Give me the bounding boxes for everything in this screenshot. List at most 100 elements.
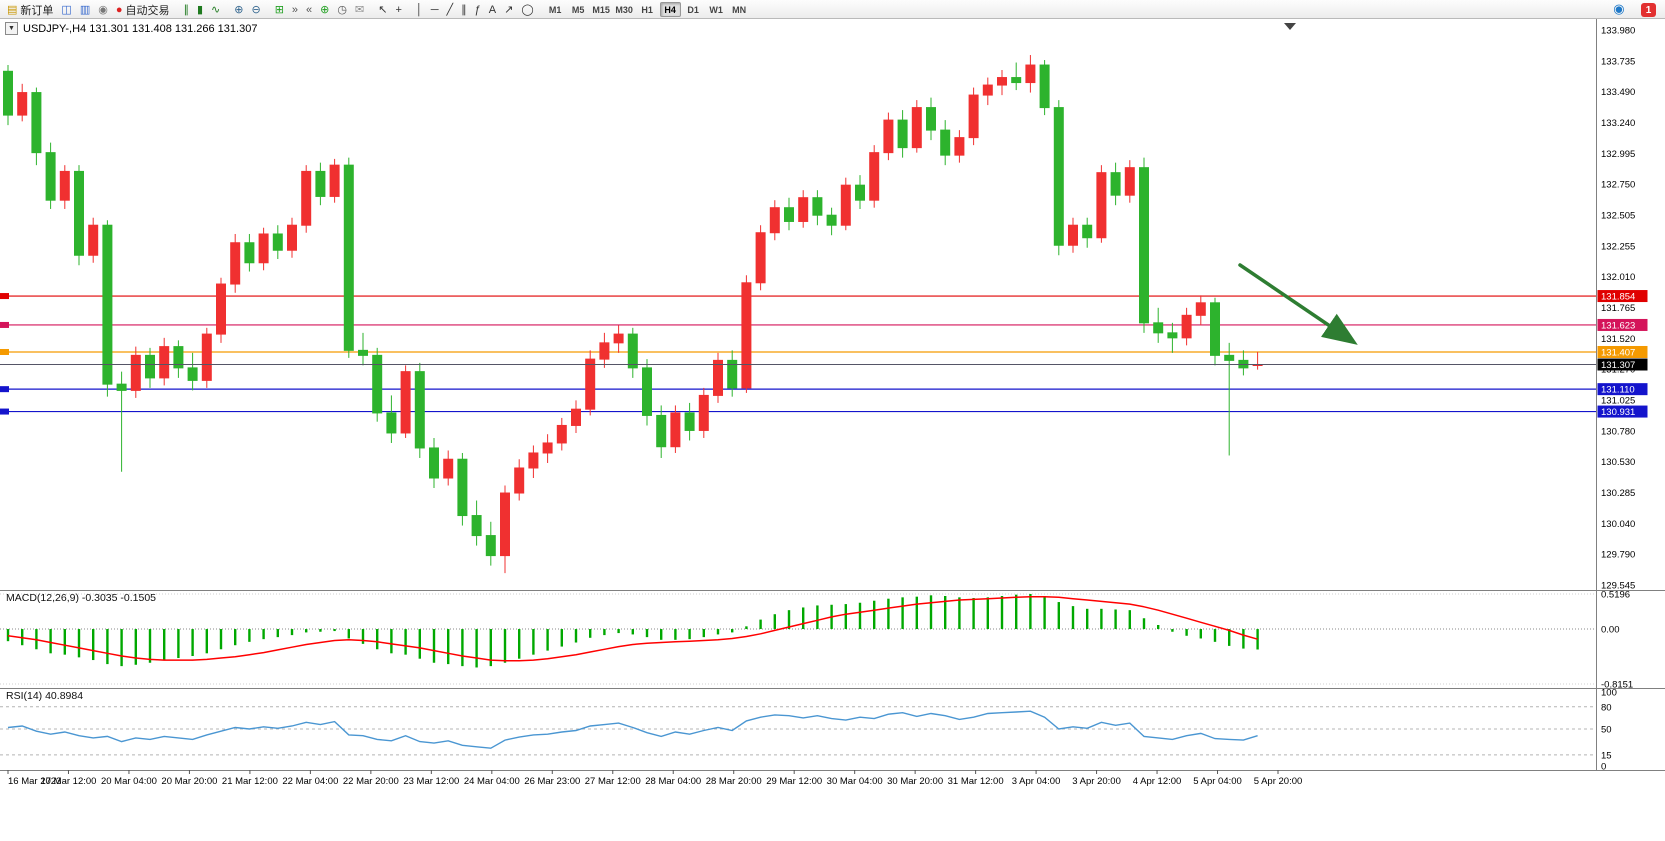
- zoom-out-icon: ⊖: [251, 3, 261, 16]
- candle: [1068, 224, 1078, 246]
- candle: [1195, 302, 1206, 316]
- timeframe-button-m1[interactable]: M1: [548, 4, 562, 15]
- time-axis-label: 28 Mar 04:00: [645, 776, 701, 787]
- notification-badge: 1: [1641, 3, 1656, 17]
- timeframe-button-m5[interactable]: M5: [571, 4, 585, 15]
- price-axis-label: 130.040: [1601, 519, 1635, 530]
- zoom-in-icon: ⊕: [234, 3, 244, 16]
- toolbar-right-group: ◉ 1: [1607, 0, 1662, 19]
- trendline-button[interactable]: ╱: [443, 2, 458, 19]
- new-order-button[interactable]: ▤ 新订单: [3, 2, 57, 19]
- horizontal-lines-layer: [0, 293, 1596, 415]
- candle: [414, 371, 425, 449]
- zoom-in-button[interactable]: ⊕: [230, 2, 247, 19]
- rsi-panel: 100 80 50 150: [0, 688, 1617, 773]
- time-axis-label: 30 Mar 04:00: [827, 776, 883, 787]
- candle: [74, 170, 84, 256]
- candle: [755, 232, 766, 284]
- templates-button[interactable]: ✉: [351, 2, 368, 19]
- candlestick-chart-type-button[interactable]: ▮: [193, 2, 207, 19]
- candle: [656, 414, 667, 448]
- price-tag: 131.307: [1597, 358, 1648, 371]
- timeframe-button-h4[interactable]: H4: [659, 2, 681, 17]
- candle: [684, 412, 695, 431]
- templates-icon: ✉: [355, 3, 365, 16]
- periods-button[interactable]: ◷: [333, 2, 351, 19]
- candle: [443, 458, 454, 479]
- price-axis-label: 133.980: [1601, 26, 1635, 37]
- price-axis-label: 129.545: [1601, 581, 1635, 592]
- auto-trading-icon: ●: [115, 3, 123, 16]
- periods-icon: ◷: [337, 3, 347, 16]
- trend-arrow-annotation[interactable]: [1238, 263, 1358, 345]
- candle: [1181, 314, 1192, 339]
- candle: [116, 383, 127, 391]
- candle: [1210, 302, 1220, 356]
- line-chart-type-button[interactable]: ∿: [207, 2, 224, 19]
- indicators-button[interactable]: ⊕: [316, 2, 333, 19]
- tile-windows-icon: ⊞: [274, 3, 284, 16]
- price-axis-label: 131.765: [1601, 303, 1635, 314]
- candle: [1053, 107, 1064, 246]
- symbol-ohlc-label: USDJPY-,H4 131.301 131.408 131.266 131.3…: [23, 22, 258, 35]
- timeframe-button-m30[interactable]: M30: [615, 4, 633, 15]
- time-axis-label: 3 Apr 20:00: [1072, 776, 1121, 787]
- chart-window-button[interactable]: ◫: [57, 2, 75, 19]
- timeframe-button-mn[interactable]: MN: [732, 4, 747, 15]
- price-axis-label: 130.530: [1601, 457, 1635, 468]
- candle: [471, 515, 482, 537]
- price-axis-label: 133.240: [1601, 118, 1635, 129]
- chart-shift-marker-icon[interactable]: [1284, 23, 1296, 30]
- auto-trading-button[interactable]: ● 自动交易: [112, 2, 174, 19]
- community-button[interactable]: ◉: [1607, 0, 1630, 17]
- candle: [372, 354, 383, 414]
- market-watch-button[interactable]: ▥: [76, 2, 94, 19]
- candle: [1167, 332, 1178, 339]
- candle: [698, 394, 709, 431]
- shapes-button[interactable]: ◯: [517, 2, 537, 19]
- cursor-button[interactable]: ↖: [374, 2, 391, 19]
- chart-window-icon: ◫: [61, 3, 72, 16]
- text-button[interactable]: A: [485, 2, 500, 19]
- candle: [17, 92, 28, 116]
- bar-chart-type-button[interactable]: ∥: [179, 2, 193, 19]
- arrows-button[interactable]: ↗: [500, 2, 517, 19]
- crosshair-button[interactable]: +: [391, 2, 405, 19]
- navigator-icon: ◉: [98, 3, 108, 16]
- indicators-icon: ⊕: [320, 3, 330, 16]
- timeframe-button-w1[interactable]: W1: [709, 4, 723, 15]
- candle: [1110, 172, 1121, 196]
- candle: [926, 107, 936, 131]
- horizontal-line-button[interactable]: ─: [427, 2, 443, 19]
- timeframe-button-h1[interactable]: H1: [641, 4, 653, 15]
- fibonacci-button[interactable]: ƒ: [471, 2, 485, 19]
- crosshair-icon: +: [395, 3, 402, 16]
- timeframe-button-m15[interactable]: M15: [592, 4, 610, 15]
- time-axis-label: 26 Mar 23:00: [524, 776, 580, 787]
- candle: [982, 84, 993, 96]
- price-axis-label: 132.010: [1601, 272, 1635, 283]
- candle: [45, 152, 56, 201]
- candle: [343, 164, 354, 351]
- notifications-button[interactable]: 1: [1635, 2, 1662, 19]
- timeframe-button-d1[interactable]: D1: [687, 4, 699, 15]
- zoom-out-button[interactable]: ⊖: [247, 2, 264, 19]
- time-axis-label: 5 Apr 04:00: [1193, 776, 1242, 787]
- chart-canvas[interactable]: 133.980 133.735 133.490 133.240 132.995 132.7…: [0, 19, 1665, 841]
- vertical-line-button[interactable]: │: [412, 2, 427, 19]
- symbol-dropdown-icon[interactable]: ▼: [5, 22, 18, 35]
- candle: [386, 412, 397, 434]
- rsi-axis-label: 0: [1601, 762, 1606, 773]
- horizontal-line-left-marker: [0, 348, 9, 355]
- candle: [1039, 64, 1050, 109]
- tile-windows-button[interactable]: ⊞: [271, 2, 288, 19]
- candle: [1082, 224, 1093, 239]
- channel-button[interactable]: ∥: [457, 2, 471, 19]
- candle: [216, 283, 226, 335]
- auto-scroll-button[interactable]: »: [288, 2, 302, 19]
- navigator-button[interactable]: ◉: [94, 2, 112, 19]
- chart-shift-button[interactable]: «: [302, 2, 316, 19]
- candle: [201, 333, 212, 381]
- price-axis[interactable]: 133.980 133.735 133.490 133.240 132.995 132.7…: [1601, 26, 1635, 592]
